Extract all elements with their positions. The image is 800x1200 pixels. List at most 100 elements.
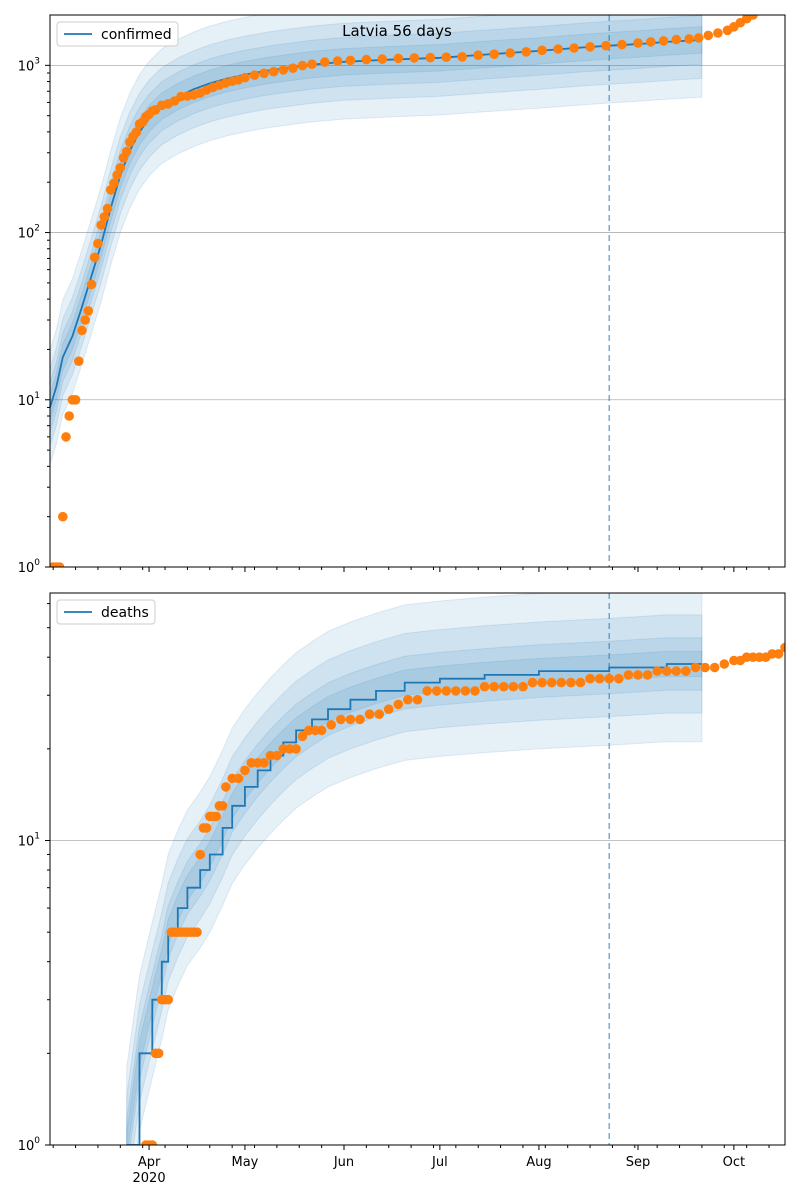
data-point [709,662,720,673]
legend: confirmed [56,21,179,47]
plot-frame [49,592,786,1146]
data-point [431,686,442,696]
data-point [201,823,212,833]
data-point [211,811,221,822]
data-point [115,163,126,173]
data-point [102,203,113,214]
confidence-band [50,15,703,433]
data-point [74,356,84,367]
chart-title: Latvia 56 days [342,22,452,40]
x-tick-label: Aug [526,1155,551,1170]
data-point [505,48,515,58]
data-point [499,681,509,692]
data-point [521,47,531,57]
data-point [671,34,682,45]
data-point [153,1048,164,1059]
x-tick-label: Jun [333,1155,354,1170]
data-point [77,325,87,336]
data-point [617,39,627,50]
data-point [86,279,97,290]
data-point [278,65,289,75]
data-point [489,49,500,59]
data-point [575,677,586,688]
data-point [409,53,420,63]
data-point [671,666,682,676]
data-point [489,681,500,692]
data-point [240,72,250,83]
data-point [457,52,468,62]
data-point [422,686,432,696]
data-point [307,59,317,69]
data-point [163,994,173,1005]
data-point [54,562,65,567]
data-point [320,57,330,67]
data-point [703,30,714,41]
data-point [70,395,81,405]
data-point [773,649,784,659]
data-point [291,744,301,754]
data-point [441,686,452,696]
data-point [377,54,388,64]
data-point [553,44,563,54]
data-point [58,511,68,522]
data-point [601,40,611,51]
data-point [233,773,244,784]
x-tick-label: Sep [626,1155,651,1170]
data-point [326,720,337,730]
data-point [316,725,327,736]
data-point [361,54,372,65]
x-tick-label: May [231,1155,258,1170]
data-point [96,220,106,230]
x-tick-label: Jul [431,1155,448,1170]
legend-label-deaths: deaths [101,605,149,621]
data-point [693,33,704,43]
data-point [240,765,250,776]
data-point [195,849,205,860]
data-point [780,642,785,653]
data-point [332,56,343,66]
data-point [508,681,519,692]
data-point [681,666,691,676]
confidence-band [50,15,703,447]
data-point [546,677,557,688]
data-point [403,694,413,705]
data-point [412,694,423,705]
data-point [345,55,356,66]
data-point [556,677,567,688]
data-point [112,170,122,180]
data-point [690,662,701,673]
data-point [623,670,634,680]
data-point [192,927,202,937]
data-point [64,411,74,421]
data-point [336,714,346,725]
data-point [604,673,614,684]
data-point [700,662,710,673]
x-tick-label: Apr [138,1155,161,1170]
data-point [585,673,595,684]
data-point [527,677,538,688]
data-point [460,686,471,696]
data-point [569,43,579,53]
data-point [61,432,71,442]
legend-label-confirmed: confirmed [101,27,172,43]
data-point [585,42,595,52]
data-point [355,714,365,725]
data-point [345,714,356,725]
data-point [652,666,662,676]
data-point [288,63,298,73]
data-point [642,670,653,680]
data-point [633,38,643,48]
data-point [594,673,605,684]
data-point [80,315,90,325]
data-point [441,52,452,62]
plot-frame [49,14,786,568]
data-point [633,670,643,680]
data-point [374,709,385,719]
data-point [662,666,672,676]
data-point [537,45,547,56]
data-point [748,15,758,20]
data-point [89,252,100,263]
